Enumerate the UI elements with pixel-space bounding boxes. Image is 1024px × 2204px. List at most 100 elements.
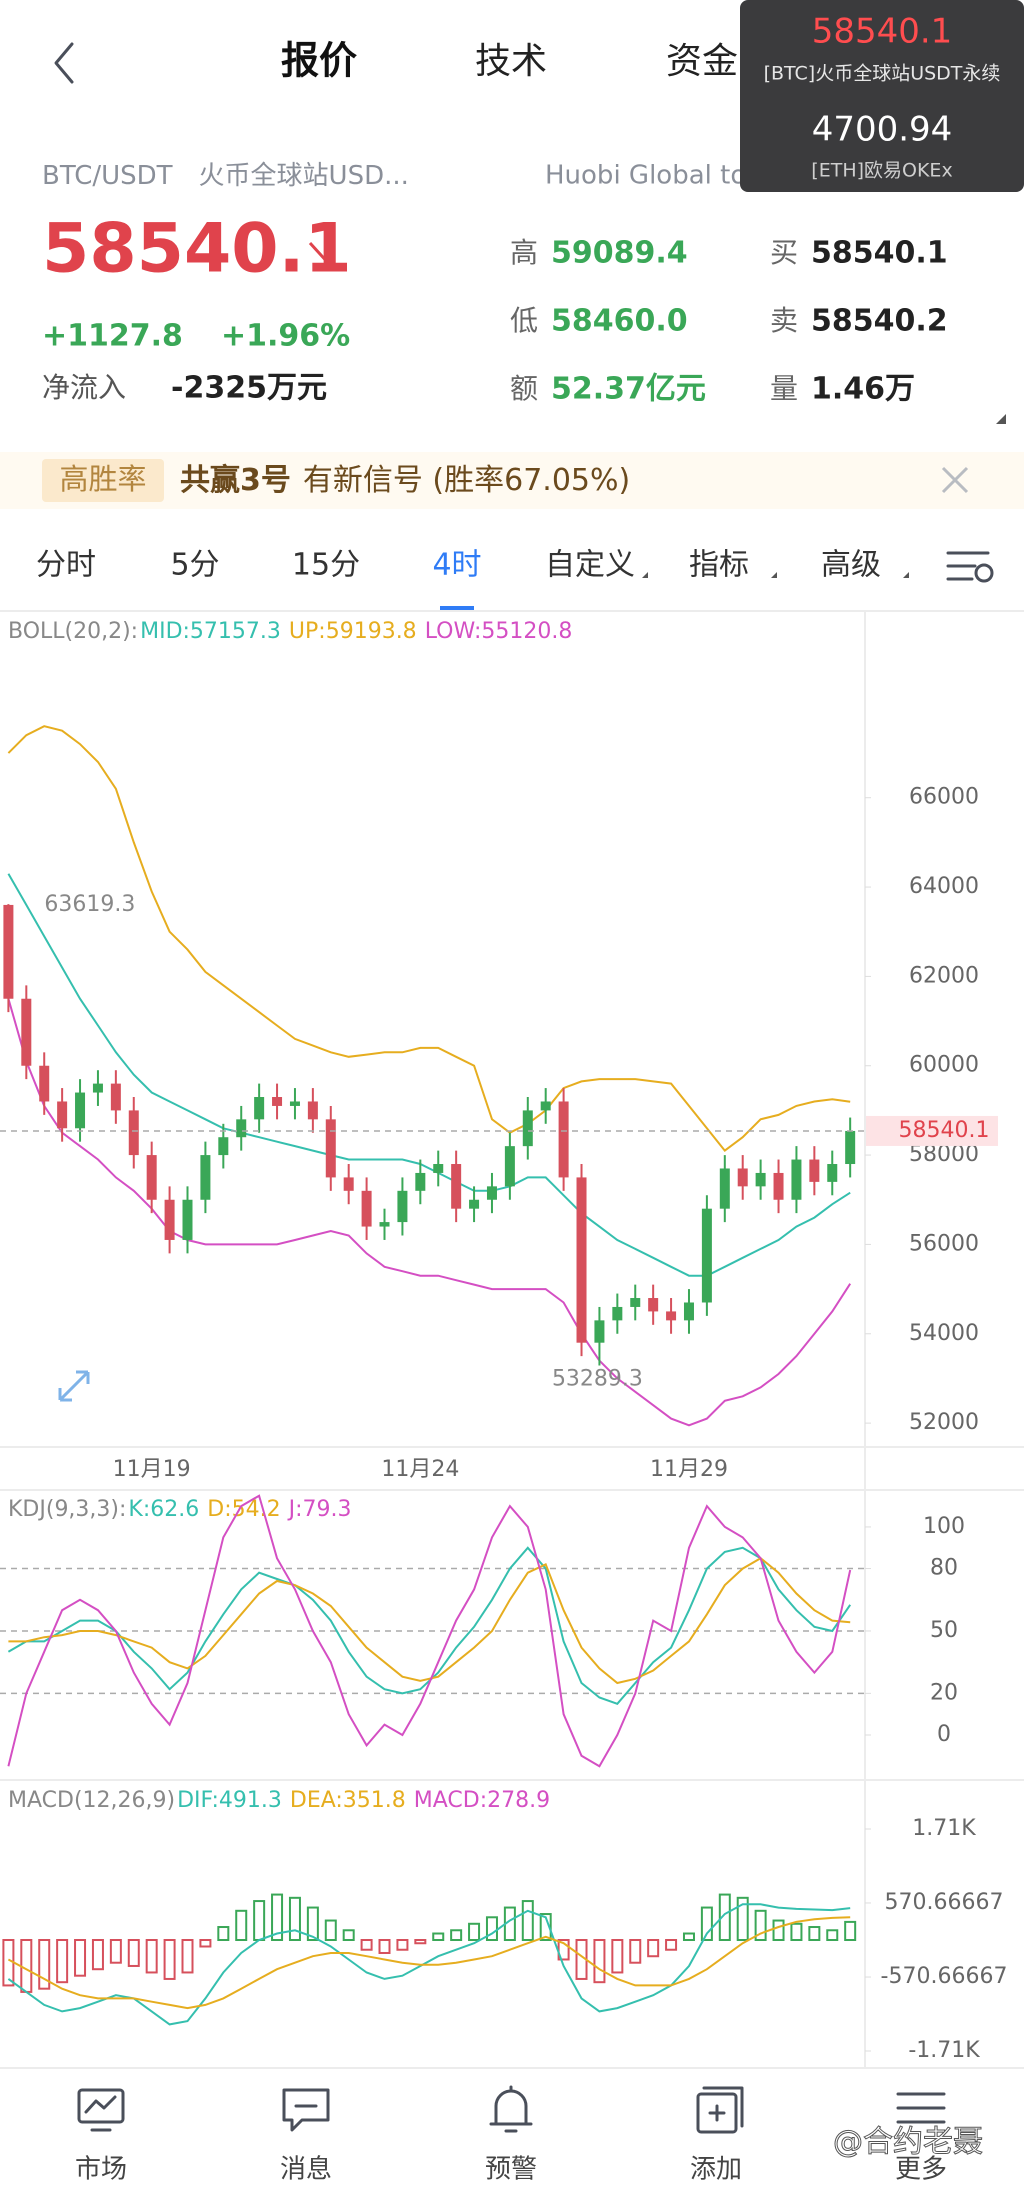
timeframe-tab[interactable]: 15分 [292,548,360,583]
y-tick-label: 570.66667 [885,1890,1004,1915]
indicator-line [7,998,852,1427]
tab[interactable]: 资金 [666,41,738,82]
signal-bar[interactable] [0,452,1024,509]
macd-bar [181,1939,194,1974]
signal-text: 共赢3号 有新信号 (胜率67.05%) [180,463,630,498]
y-tick-label: 52000 [909,1410,979,1435]
macd-bar [808,1926,821,1942]
candle-body [540,1101,551,1111]
candle-body [325,1119,336,1178]
last-price-box [866,1115,998,1146]
indicator-line [8,1556,851,1685]
macd-bar [91,1939,104,1971]
close-signal[interactable] [941,466,969,494]
float-name: [BTC]火币全球站USDT永续 [764,63,1001,85]
x-tick-label: 11月24 [381,1457,459,1482]
pair: BTC/USDT 火币全球站USD... [42,161,409,191]
nav-icon-alert [489,2085,533,2133]
stat-label: 卖 [770,304,798,337]
candle-body [666,1311,677,1321]
indicator-line [7,725,851,1152]
candle-body [469,1199,480,1209]
macd-bar [629,1939,642,1964]
macd-bar [342,1929,355,1942]
timeframe-tabs: 分时 5分 15分 4时 自定义 指标 高级 [36,548,909,611]
legend-title: MACD(12,26,9) [8,1788,175,1813]
macd-bar [38,1939,51,1990]
timeframe-tab[interactable]: 分时 [36,548,96,583]
nav: 市场 消息 预警 添加 更多 [75,2155,947,2185]
macd-bar [288,1896,301,1942]
timeframe-tab[interactable]: 自定义 [545,548,635,583]
candle-body [612,1306,623,1321]
candle-body [791,1159,802,1200]
tab-active[interactable]: 报价 [281,39,357,83]
tab-underline [440,606,474,611]
y-tick-label: 100 [923,1514,965,1539]
timeframe-tab[interactable]: 高级 [821,548,881,583]
candle-body [164,1199,175,1240]
dropdown-caret [771,572,777,578]
macd-bar [844,1920,857,1942]
expand-corner [996,414,1006,424]
fullscreen-icon[interactable] [58,1370,90,1402]
candle-body [379,1222,390,1227]
candle-body [719,1168,730,1209]
candle-body [57,1101,68,1129]
timeframe-tab[interactable]: 5分 [170,548,219,583]
y-tick-label: -1.71K [908,2038,980,2063]
stat-value: 58540.1 [811,236,948,271]
settings-icon[interactable] [946,551,994,583]
candle-body [594,1320,605,1343]
candle-body [558,1101,569,1178]
float-window[interactable] [740,0,1024,192]
candle-body [683,1302,694,1321]
macd-bar [772,1919,785,1942]
legend-title: BOLL(20,2): [8,619,138,644]
macd-bar [611,1939,624,1974]
inflow: -2325万元 [171,371,327,406]
candle-body [128,1110,139,1156]
candle-body [504,1146,515,1187]
y-tick-label: 56000 [909,1231,979,1256]
nav-label[interactable]: 消息 [280,2155,332,2185]
macd-bar [109,1939,122,1964]
candle-body [236,1119,247,1138]
candle-body [845,1130,856,1165]
candle-body [110,1083,121,1111]
legend-item: LOW:55120.8 [425,619,573,644]
legend-item: DEA:351.8 [290,1788,406,1813]
macd-bar [826,1929,839,1942]
macd-bar [324,1919,337,1942]
legend-title: KDJ(9,3,3): [8,1497,126,1522]
timeframe-tab[interactable]: 指标 [689,548,749,583]
nav-label[interactable]: 更多 [895,2155,947,2185]
stat-label: 低 [510,304,538,337]
nav-icon-add [696,2086,744,2134]
macd-bar [718,1893,731,1942]
candle-body [3,904,14,999]
y-tick-label: 60000 [909,1053,979,1078]
candle-body [451,1164,462,1209]
candle-body [92,1083,103,1093]
candle-body [39,1065,50,1102]
back-button[interactable] [54,42,74,84]
timeframe-tab[interactable]: 4时 [432,548,481,583]
y-tick-label: 0 [937,1722,951,1747]
candle-body [21,998,32,1066]
x-tick-label: 11月29 [650,1457,728,1482]
candle-body [343,1177,354,1191]
stat-value: 1.46万 [811,372,915,407]
nav-label[interactable]: 添加 [690,2155,742,2185]
last-price: 58540.1 [42,210,352,289]
candle-body [486,1186,497,1200]
nav-label[interactable]: 市场 [75,2155,127,2185]
candle-body [218,1137,229,1156]
y-tick-label: 1.71K [912,1816,976,1841]
legend: MACD(12,26,9)DIF:491.3 DEA:351.8 MACD:278.… [8,1788,550,1813]
nav-label[interactable]: 预警 [485,2155,537,2185]
macd-bar [521,1900,534,1942]
legend: KDJ(9,3,3):K:62.6 D:54.2 J:79.3 [8,1497,351,1522]
tab[interactable]: 技术 [475,41,547,82]
